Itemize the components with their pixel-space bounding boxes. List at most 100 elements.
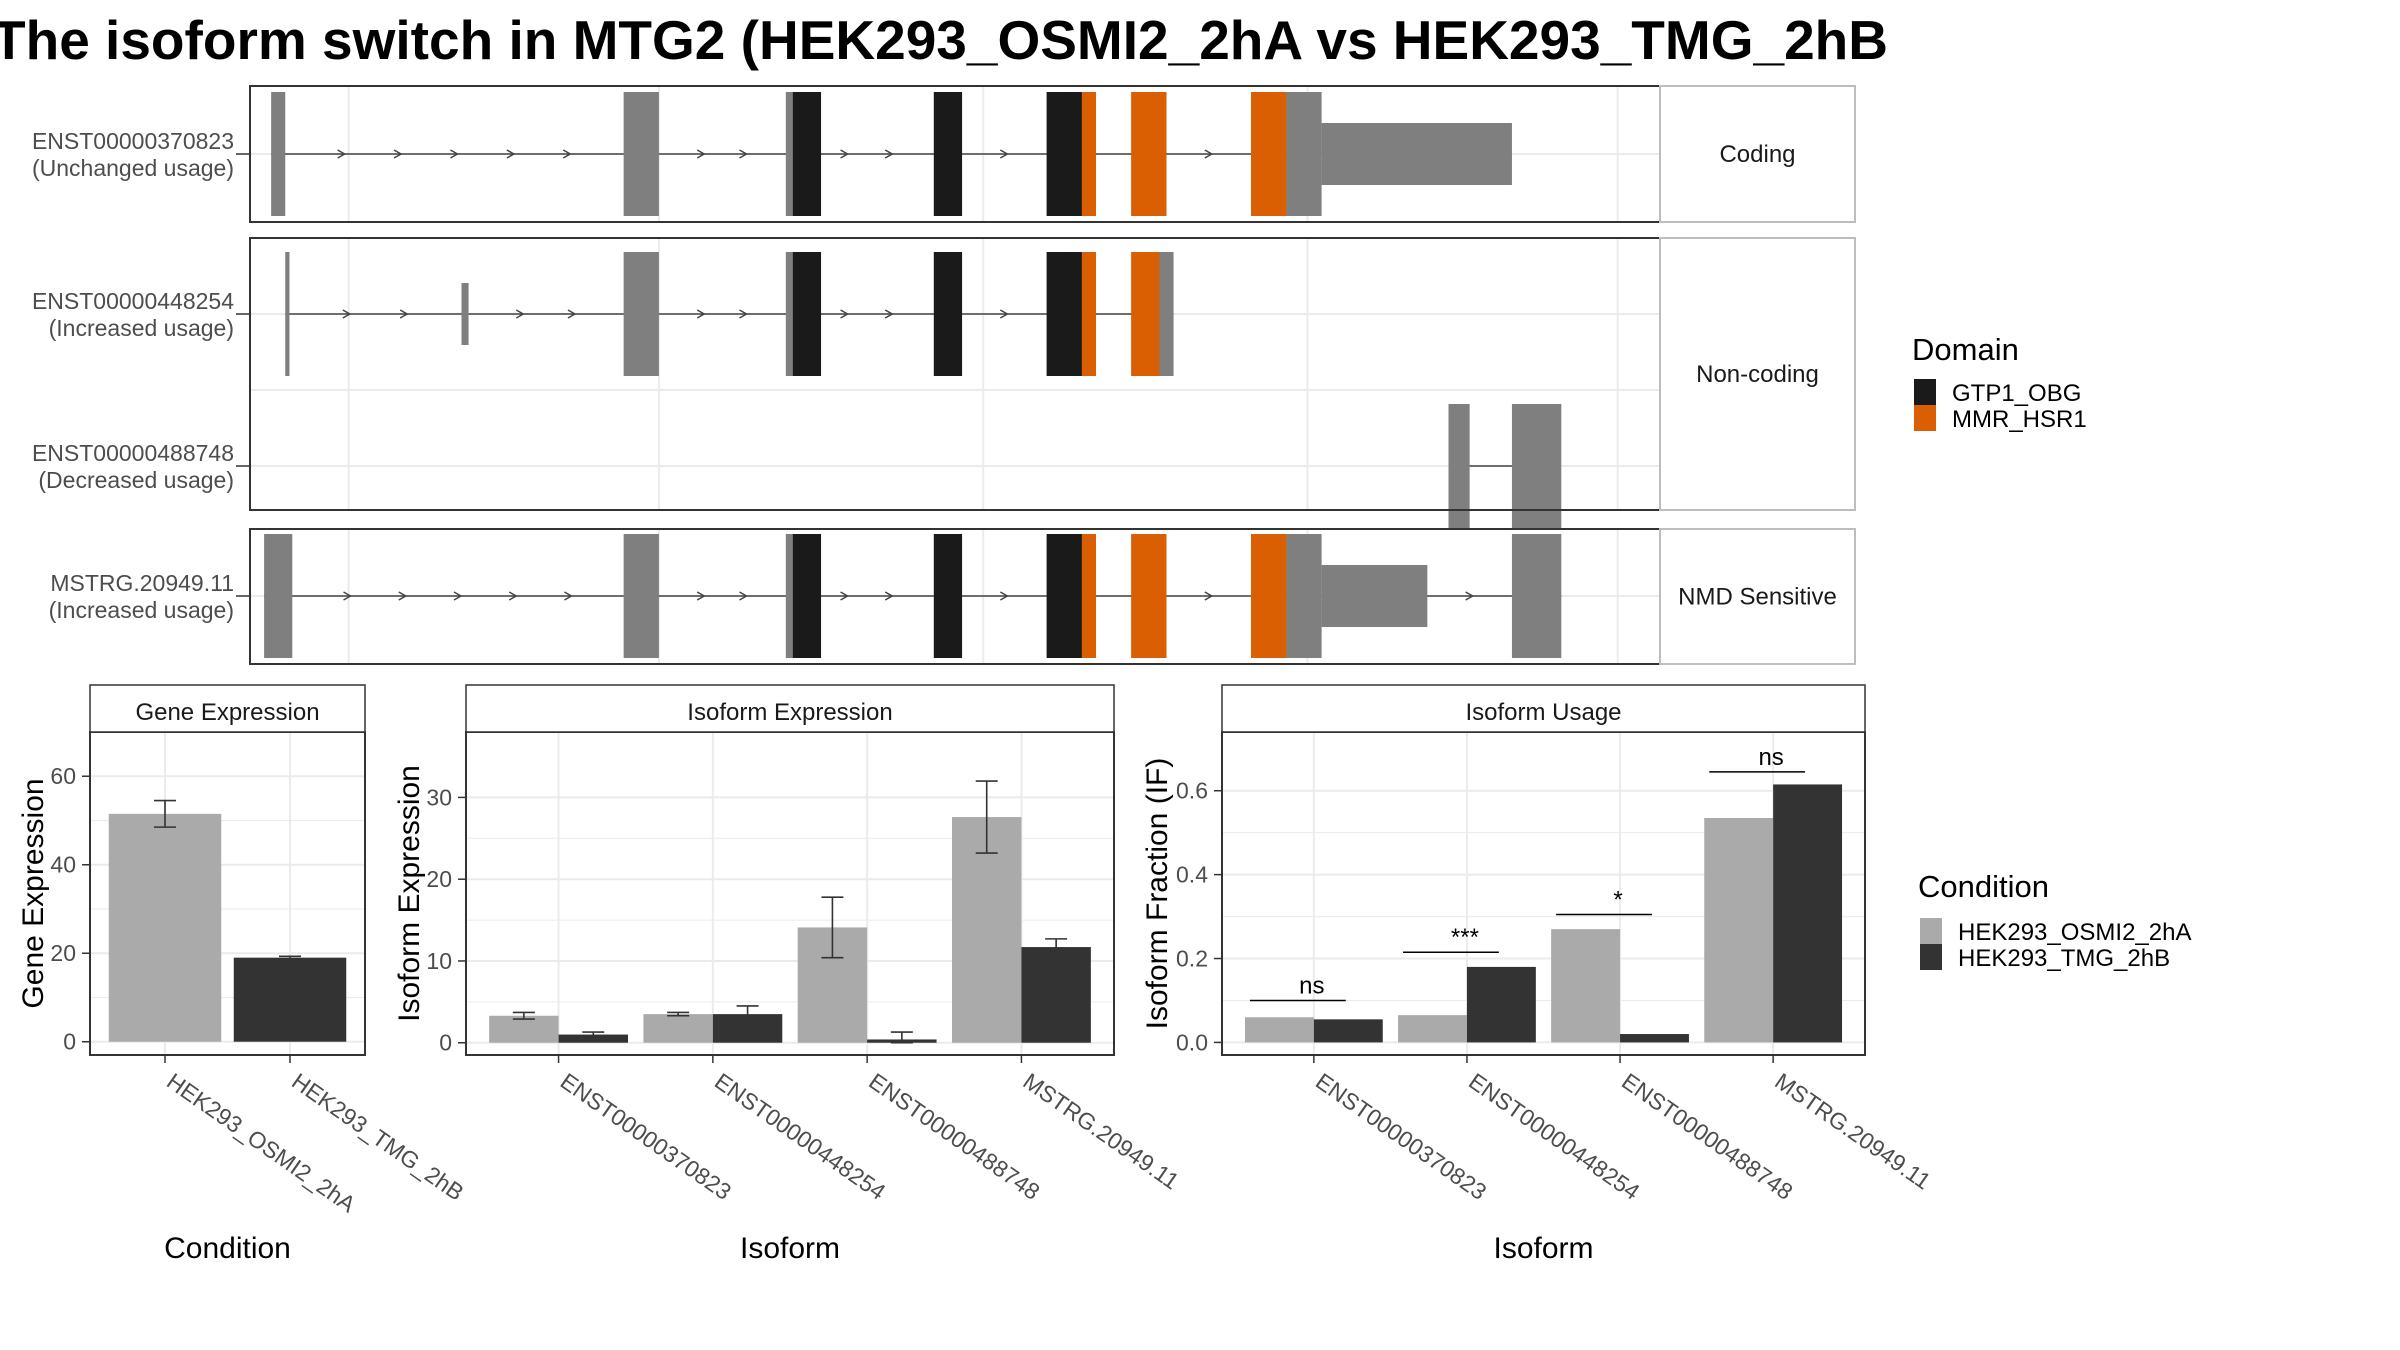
bar [1773,784,1843,1043]
domain-MMR_HSR1 [1081,92,1096,216]
isoform-id-label: ENST00000448254 [32,288,234,314]
direction-arrow [453,591,463,601]
x-axis-label: Isoform [1493,1232,1593,1265]
bar [108,813,222,1042]
direction-arrow [564,591,573,601]
exon [1511,534,1562,658]
transcript-ENST00000488748: ENST00000488748(Decreased usage) [32,404,1562,528]
domain-GTP1_OBG [792,252,822,376]
exon [1321,565,1428,627]
direction-arrow [393,149,403,159]
direction-arrow [696,149,706,159]
domain-GTP1_OBG [792,534,822,658]
bar [1398,1015,1467,1043]
domain-MMR_HSR1 [1251,534,1287,658]
facet-strip [1659,237,1856,511]
y-tick-label: 0.4 [1176,862,1208,888]
direction-arrow [515,309,525,319]
direction-arrow [343,591,353,601]
direction-arrow [696,591,706,601]
exon [623,534,659,658]
domain-MMR_HSR1 [1251,92,1287,216]
y-tick-label: 20 [50,940,76,966]
isoform-id-label: ENST00000370823 [32,128,234,154]
direction-arrow [840,149,850,159]
y-tick-label: 30 [426,784,452,810]
x-tick-label: MSTRG.20949.11 [1770,1068,1935,1195]
x-tick-label: ENST00000488748 [864,1068,1044,1205]
bar [643,1014,713,1043]
domain-GTP1_OBG [1046,252,1082,376]
facet-strip [89,684,366,733]
significance-label: ns [1758,744,1783,771]
domain-MMR_HSR1 [1131,252,1160,376]
figure-title: The isoform switch in MTG2 (HEK293_OSMI2… [0,9,1888,71]
domain-MMR_HSR1 [1131,92,1167,216]
x-tick-label: ENST00000448254 [710,1068,891,1205]
legend-label: GTP1_OBG [1952,380,2081,407]
y-tick-label: 20 [426,866,452,892]
bar [558,1034,628,1043]
bar [952,817,1022,1043]
bar [1021,947,1091,1043]
chart-title: Gene Expression [135,699,319,726]
facet-strip [1659,528,1856,665]
direction-arrow [508,591,518,601]
direction-arrow [739,591,749,601]
direction-arrow [562,149,572,159]
direction-arrow [342,309,352,319]
x-axis-label: Isoform [740,1232,840,1265]
y-tick-label: 0.2 [1176,946,1208,972]
direction-arrow [999,149,1009,159]
direction-arrow [999,309,1009,319]
exon [461,283,469,345]
direction-arrow [399,309,409,319]
domain-GTP1_OBG [792,92,822,216]
transcript-MSTRG.20949.11: MSTRG.20949.11(Increased usage) [49,534,1562,658]
bar [233,957,347,1042]
direction-arrow [450,149,459,159]
legend-label: MMR_HSR1 [1952,406,2087,433]
bar [1244,1017,1314,1043]
isoform-id-label: ENST00000488748 [32,440,234,466]
y-axis-label: Isoform Fraction (IF) [1141,758,1174,1030]
domain-GTP1_OBG [933,252,963,376]
y-axis-label: Isoform Expression [393,765,426,1022]
direction-arrow [1204,149,1214,159]
exon [1166,252,1174,376]
exon [1511,404,1562,528]
facet-label: Non-coding [1696,361,1819,388]
domain-GTP1_OBG [1046,534,1082,658]
bar [1466,966,1536,1043]
domain-MMR_HSR1 [1081,252,1096,376]
direction-arrow [337,149,347,159]
error-bar [1045,938,1068,957]
bar [489,1015,559,1043]
legend-title: Domain [1912,332,2019,367]
y-tick-label: 0.0 [1176,1029,1208,1055]
isoform-usage-label: (Increased usage) [49,315,234,341]
y-tick-label: 0 [439,1030,452,1056]
x-tick-label: MSTRG.20949.11 [1019,1068,1184,1195]
error-bar [279,955,301,960]
bar [1620,1034,1689,1043]
direction-arrow [398,591,408,601]
exon [1286,92,1322,216]
error-bar [736,1005,759,1024]
legend-key [1914,405,1936,431]
legend-key [1920,918,1942,944]
isoform-facet-3: MSTRG.20949.11(Increased usage) NMD Sensi… [49,528,1856,665]
facet-label: Coding [1719,141,1795,168]
domain-MMR_HSR1 [1131,534,1167,658]
direction-arrow [1465,591,1475,601]
direction-arrow [739,149,749,159]
direction-arrow [884,149,894,159]
exon [1321,123,1512,185]
direction-arrow [884,309,894,319]
significance-label: * [1613,886,1622,913]
chart-title: Isoform Usage [1465,699,1621,726]
exon [623,92,659,216]
